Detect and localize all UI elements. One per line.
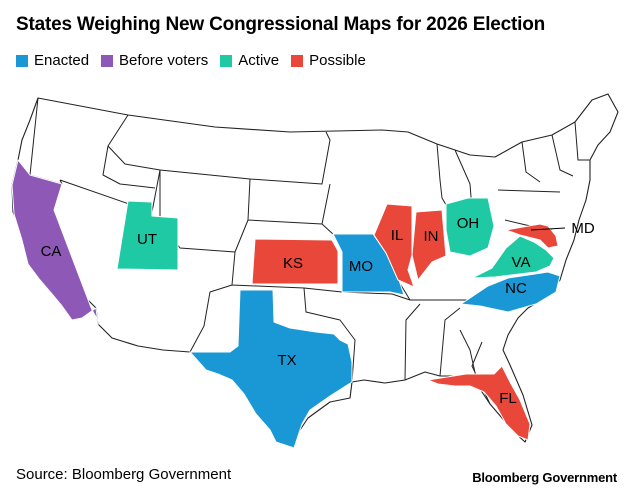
map-label-ks: KS [283,255,303,272]
source-note: Source: Bloomberg Government [16,466,232,483]
state-shape-nc [460,271,561,313]
map-label-il: IL [391,227,404,244]
state-shape-va [471,235,555,279]
state-shape-oh [445,197,495,257]
state-shape-ca [11,159,101,325]
legend: Enacted Before voters Active Possible [16,52,378,69]
legend-swatch-enacted [16,54,28,67]
state-shape-ks [251,238,339,285]
us-map: CA UT KS MO IL IN OH VA MD NC TX FL [11,93,619,449]
map-label-mo: MO [349,258,373,275]
map-label-md: MD [571,220,594,237]
map-label-tx: TX [277,352,296,369]
legend-item-active: Active [220,52,279,69]
legend-label-enacted: Enacted [34,52,90,69]
map-label-in: IN [424,228,439,245]
state-shape-il [373,203,415,288]
state-shape-tx [189,289,353,449]
map-label-oh: OH [457,215,480,232]
legend-swatch-possible [291,54,304,67]
state-shape-ut [116,200,179,271]
legend-label-possible: Possible [309,52,366,69]
state-shape-fl [427,365,531,441]
state-shape-md [505,223,559,249]
map-title: States Weighing New Congressional Maps f… [16,14,546,35]
legend-swatch-active [220,54,233,67]
legend-swatch-before-voters [101,54,114,67]
legend-label-active: Active [238,52,280,69]
map-label-fl: FL [499,390,517,407]
map-label-ca: CA [41,243,62,260]
map-label-ut: UT [137,231,157,248]
legend-label-before-voters: Before voters [119,52,209,69]
legend-item-enacted: Enacted [16,52,89,69]
legend-item-possible: Possible [291,52,366,69]
map-label-nc: NC [505,280,527,297]
brand-wordmark: Bloomberg Government [472,470,617,485]
md-callout-line [530,227,566,231]
state-shape-in [411,209,447,281]
legend-item-before-voters: Before voters [101,52,208,69]
map-label-va: VA [512,254,531,271]
